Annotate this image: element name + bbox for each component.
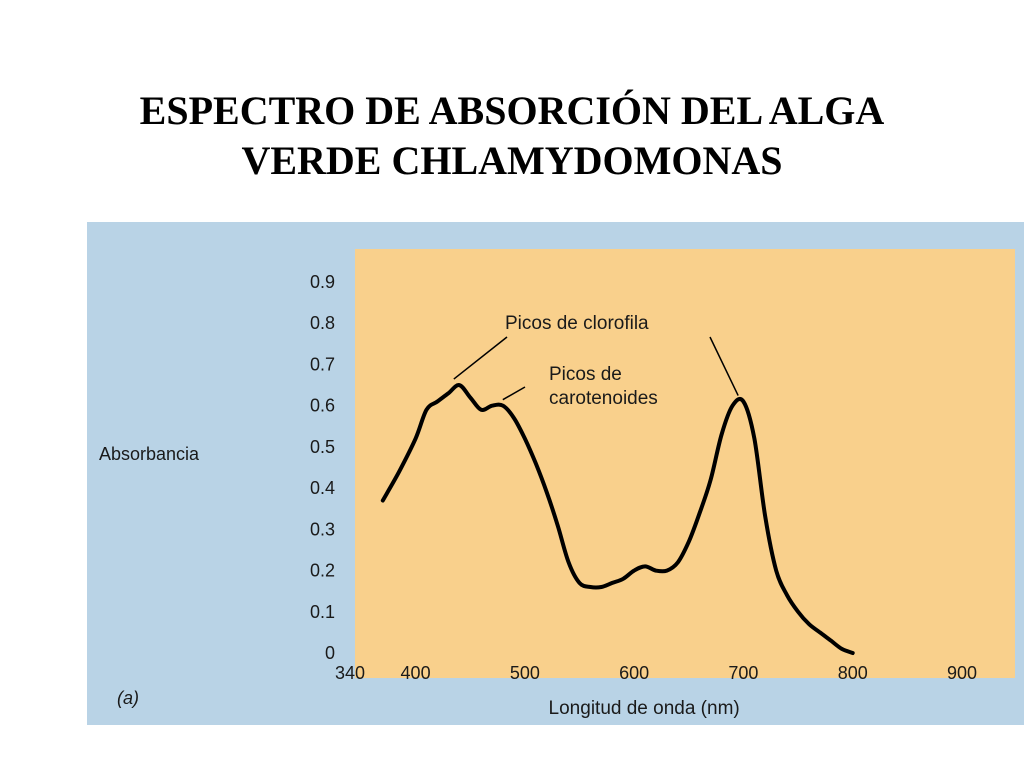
- y-axis-label: Absorbancia: [99, 444, 200, 464]
- annotation-leader-line: [709, 336, 739, 396]
- annotation-chlorophyll-label: Picos de clorofila: [505, 313, 649, 334]
- y-tick-label: 0: [325, 643, 335, 663]
- y-tick-label: 0.4: [310, 478, 335, 498]
- y-tick-label: 0.3: [310, 519, 335, 539]
- slide-title-line-2: VERDE CHLAMYDOMONAS: [241, 138, 783, 183]
- annotation-carotenoid-label-line: carotenoides: [549, 388, 658, 409]
- x-tick-label: 900: [947, 663, 977, 683]
- x-tick-label: 800: [838, 663, 868, 683]
- annotation-leader-line: [502, 386, 526, 401]
- x-tick-label: 700: [728, 663, 758, 683]
- x-tick-label: 340: [335, 663, 365, 683]
- x-tick-label: 600: [619, 663, 649, 683]
- y-tick-label: 0.6: [310, 396, 335, 416]
- plot-area: [355, 249, 1015, 678]
- y-tick-label: 0.8: [310, 313, 335, 333]
- x-tick-label: 400: [401, 663, 431, 683]
- x-axis-ticks: 340 400 500 600 700 800 900: [335, 663, 977, 683]
- x-axis-label: Longitud de onda (nm): [549, 698, 740, 719]
- panel-label: (a): [117, 688, 139, 708]
- y-axis-ticks: 0 0.1 0.2 0.3 0.4 0.5 0.6 0.7 0.8 0.9: [310, 272, 335, 663]
- y-tick-label: 0.7: [310, 354, 335, 374]
- annotations: Picos de clorofila Picos de carotenoides: [453, 313, 739, 409]
- annotation-carotenoid-label-line: Picos de: [549, 364, 622, 385]
- slide-title-line-1: ESPECTRO DE ABSORCIÓN DEL ALGA: [139, 88, 885, 133]
- absorption-spectrum-chart: 0 0.1 0.2 0.3 0.4 0.5 0.6 0.7 0.8 0.9 340 400 500 60…: [99, 249, 1015, 719]
- y-tick-label: 0.1: [310, 602, 335, 622]
- slide-title: ESPECTRO DE ABSORCIÓN DEL ALGA VERDE CHL…: [0, 86, 1024, 186]
- chart-figure: 0 0.1 0.2 0.3 0.4 0.5 0.6 0.7 0.8 0.9 340 400 500 60…: [87, 222, 1024, 725]
- y-tick-label: 0.2: [310, 561, 335, 581]
- y-tick-label: 0.5: [310, 437, 335, 457]
- y-tick-label: 0.9: [310, 272, 335, 292]
- absorbance-curve: [380, 383, 855, 655]
- annotation-leader-line: [453, 336, 508, 380]
- x-tick-label: 500: [510, 663, 540, 683]
